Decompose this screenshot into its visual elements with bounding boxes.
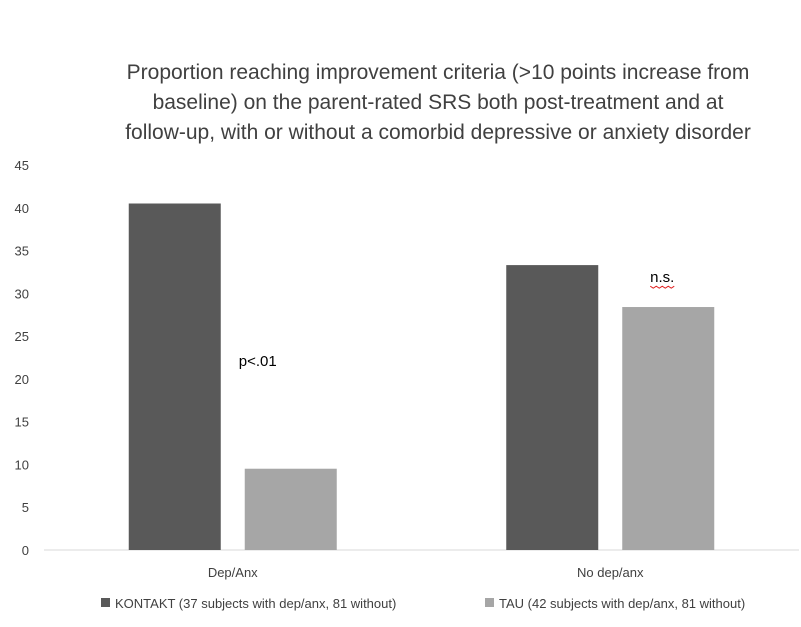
title-line-2: baseline) on the parent-rated SRS both p…	[153, 91, 724, 114]
y-tick-label: 15	[15, 415, 29, 430]
bar	[506, 265, 599, 550]
y-tick-label: 30	[15, 286, 29, 301]
legend: KONTAKT (37 subjects with dep/anx, 81 wi…	[101, 596, 745, 611]
legend-swatch	[101, 598, 110, 607]
x-category-label: No dep/anx	[577, 565, 644, 580]
y-tick-label: 40	[15, 201, 29, 216]
bar	[622, 307, 715, 550]
y-tick-label: 20	[15, 372, 29, 387]
bar	[244, 468, 337, 550]
y-tick-label: 25	[15, 329, 29, 344]
bars	[128, 203, 715, 550]
x-axis-categories: Dep/Anx No dep/anx	[208, 565, 644, 580]
y-tick-label: 10	[15, 457, 29, 472]
significance-annotation: n.s.	[650, 269, 674, 286]
significance-annotation: p<.01	[239, 353, 277, 370]
y-axis: 0 5 10 15 20 25 30 35 40 45	[15, 158, 29, 558]
y-tick-label: 35	[15, 244, 29, 259]
legend-label: KONTAKT (37 subjects with dep/anx, 81 wi…	[115, 596, 396, 611]
legend-label: TAU (42 subjects with dep/anx, 81 withou…	[499, 596, 745, 611]
y-tick-label: 5	[22, 500, 29, 515]
x-category-label: Dep/Anx	[208, 565, 258, 580]
bar	[128, 203, 221, 550]
y-tick-label: 45	[15, 158, 29, 173]
legend-swatch	[485, 598, 494, 607]
spellcheck-underline	[649, 285, 675, 289]
title-line-1: Proportion reaching improvement criteria…	[127, 61, 750, 84]
annotations: p<.01 n.s.	[239, 269, 675, 370]
chart-title: Proportion reaching improvement criteria…	[125, 61, 751, 144]
y-tick-label: 0	[22, 543, 29, 558]
title-line-3: follow-up, with or without a comorbid de…	[125, 121, 751, 144]
